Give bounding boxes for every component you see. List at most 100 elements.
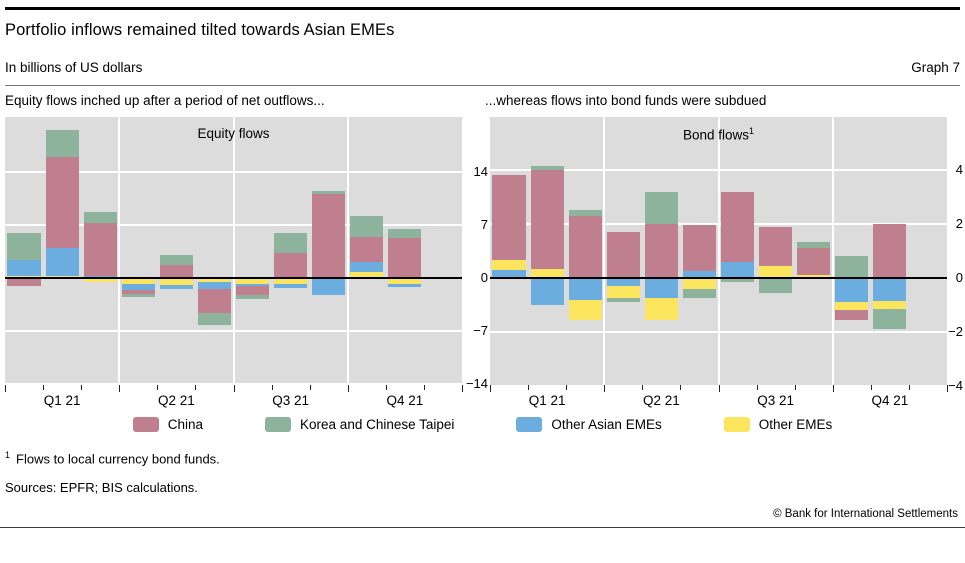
bar-segment-other_asian [682,271,717,278]
bar-segment-other_asian [720,261,755,278]
y-axis-tick-label: 0 [955,270,963,286]
bar-segment-korea [873,309,907,330]
x-axis-minor-tick [756,385,758,390]
y-axis-tick-label: 4 [955,162,963,178]
chart-title: Bond flows1 [682,126,755,143]
charts-row: Equity flows 14 7 0 −7 −14 Q1 21 Q2 21 Q3 21 Q4 … [5,117,965,413]
bar-segment-korea [759,278,793,293]
bar-segment-other_emes [644,298,678,320]
bar-segment-other_asian [350,262,384,272]
bond-flows-x-axis: Q1 21 Q2 21 Q3 21 Q4 21 [490,385,948,413]
bar-segment-other_emes [121,277,155,284]
x-axis-major-tick [233,385,235,392]
y-axis-tick-label: −2 [948,324,963,340]
x-axis-quarter-label: Q3 21 [757,393,795,408]
legend-item: China [132,417,204,432]
footnote-text: Flows to local currency bond funds. [16,451,220,467]
bar-segment-other_emes [759,265,793,278]
bar-segment-other_emes [45,275,79,278]
bar-segment-korea [682,288,717,299]
bar-segment-other_emes [159,277,193,285]
gridline-vertical [831,117,834,385]
bar-segment-other_emes [7,275,41,278]
bar-segment-other_asian [492,269,526,278]
x-axis-quarter-label: Q2 21 [642,393,680,408]
bar-segment-china [7,277,41,287]
gridline-vertical [603,117,606,385]
x-axis-minor-tick [794,385,796,390]
bar-segment-china [530,169,564,269]
panel-headings: Equity flows inched up after a period of… [5,93,960,108]
x-axis-minor-tick [385,385,387,390]
bar-segment-other_emes [682,278,717,289]
legend-label: Other Asian EMEs [551,417,662,432]
bar-segment-other_asian [274,284,308,288]
legend-swatch-other_asian [516,417,543,432]
graph-number-label: Graph 7 [911,60,960,75]
bar-segment-korea [235,295,270,299]
y-axis-tick-label: −4 [948,378,963,394]
bar-segment-korea [350,215,384,237]
x-axis-major-tick [947,385,948,392]
left-panel-heading: Equity flows inched up after a period of… [5,93,325,108]
x-axis-minor-tick [680,385,682,390]
x-axis-minor-tick [43,385,45,390]
x-axis-minor-tick [309,385,311,390]
y-axis-tick-label: −14 [465,376,488,392]
legend-item: Other Asian EMEs [516,417,662,432]
bar-segment-other_emes [873,300,907,310]
subtitle-row: In billions of US dollars Graph 7 [5,60,960,75]
x-axis-major-tick [347,385,349,392]
x-axis-quarter-label: Q1 21 [528,393,566,408]
bar-segment-china [388,237,422,278]
gridline-vertical [717,117,720,385]
bar-segment-other_asian [312,277,346,295]
page-title: Portfolio inflows remained tilted toward… [5,21,395,39]
x-axis-quarter-label: Q3 21 [272,393,310,408]
bar-segment-other_asian [197,281,232,289]
legend-swatch-other_emes [723,417,750,432]
bar-segment-korea [45,129,79,158]
divider-rule [5,85,960,86]
x-axis-major-tick [119,385,121,392]
x-axis-major-tick [490,385,491,392]
bar-segment-china [235,285,270,296]
legend-swatch-korea [265,417,292,432]
copyright-line: © Bank for International Settlements [773,508,958,521]
legend-label: China [167,417,204,432]
x-axis-major-tick [604,385,606,392]
x-axis-minor-tick [870,385,872,390]
bar-segment-china [873,223,907,278]
bar-segment-china [759,226,793,266]
bar-segment-other_emes [83,277,117,282]
x-axis-minor-tick [642,385,644,390]
bar-segment-korea [121,293,155,297]
bar-segment-korea [7,233,41,260]
legend-item: Korea and Chinese Taipei [265,417,454,432]
x-axis-minor-tick [271,385,273,390]
x-axis-major-tick [832,385,834,392]
bar-segment-korea [530,165,564,170]
bar-segment-other_asian [121,284,155,291]
bar-segment-other_emes [274,277,308,284]
equity-flows-chart: Equity flows 14 7 0 −7 −14 Q1 21 Q2 21 Q3 21 Q4 … [5,117,488,413]
gridline-vertical [118,117,121,385]
bar-segment-other_emes [235,277,270,285]
bond-flows-plot-area: Bond flows1 4 2 0 −2 −4 [490,117,963,393]
bar-segment-china [274,252,308,278]
bar-segment-other_asian [159,284,193,289]
x-axis-minor-tick [195,385,197,390]
y-axis-tick-label: 0 [480,270,488,286]
bar-segment-other_emes [606,286,640,299]
bar-segment-korea [644,191,678,224]
x-axis-minor-tick [423,385,425,390]
bar-segment-china [797,248,831,276]
bar-segment-other_asian [873,278,907,301]
bar-segment-korea [274,232,308,253]
bar-segment-korea [197,312,232,326]
x-axis-minor-tick [908,385,910,390]
bar-segment-china [159,264,193,278]
zero-axis-line [5,276,462,279]
x-axis-major-tick [718,385,720,392]
equity-flows-x-axis: Q1 21 Q2 21 Q3 21 Q4 21 [5,385,463,413]
